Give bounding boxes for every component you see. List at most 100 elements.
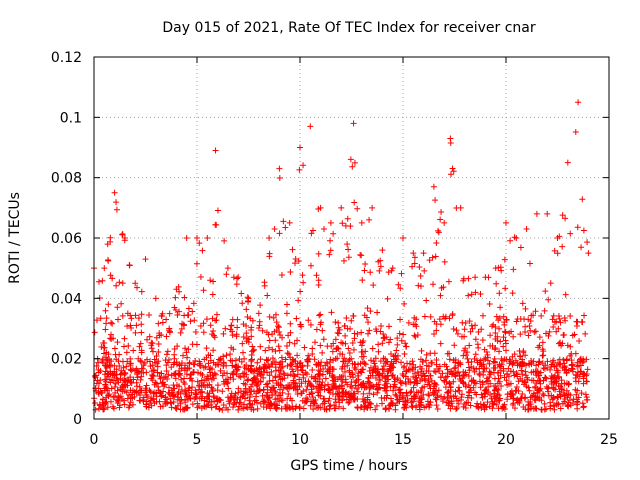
data-point [558,386,565,393]
data-point [477,384,484,391]
data-point [534,378,541,385]
data-point [562,395,569,402]
data-point [535,359,542,366]
data-point [564,402,571,409]
data-point [186,360,193,367]
data-point [255,388,262,395]
data-point [115,358,122,365]
data-point [551,247,558,254]
data-point [454,404,461,411]
data-point [542,288,549,295]
data-point [375,258,382,265]
data-point [284,350,291,357]
data-point [548,363,555,370]
data-point [326,395,333,402]
data-point [434,392,441,399]
data-point [248,363,255,370]
data-point [392,406,399,413]
data-point [496,397,503,404]
data-point [348,355,355,362]
data-point [533,372,540,379]
data-point [148,345,155,352]
data-point [128,315,135,322]
chart-title: Day 015 of 2021, Rate Of TEC Index for r… [162,20,536,36]
data-point [574,224,581,231]
data-point [501,256,508,263]
data-point [181,322,188,329]
data-point [402,343,409,350]
data-point [513,318,520,325]
data-point [205,360,212,367]
data-point [152,295,159,302]
data-point [457,204,464,211]
data-point [565,391,572,398]
data-point [491,398,498,405]
data-point [473,391,480,398]
data-point [124,378,131,385]
data-point [491,355,498,362]
data-point [486,360,493,367]
data-point [113,282,120,289]
data-point [523,225,530,232]
data-point [455,384,462,391]
data-point [526,361,533,368]
data-point [142,256,149,263]
data-point [168,404,175,411]
data-point [115,316,122,323]
data-point [563,387,570,394]
data-point [240,392,247,399]
data-point [342,222,349,229]
data-point [193,391,200,398]
data-point [263,329,270,336]
data-point [145,404,152,411]
data-point [410,361,417,368]
data-point [517,244,524,251]
data-point [147,388,154,395]
data-point [138,311,145,318]
data-point [354,404,361,411]
data-point [449,165,456,172]
data-point [503,317,510,324]
data-point [273,327,280,334]
data-point [103,320,110,327]
data-point [123,363,130,370]
data-point [397,285,404,292]
data-point [320,336,327,343]
x-tick-label: 15 [394,432,412,448]
data-point [269,355,276,362]
data-point [149,340,156,347]
data-point [387,336,394,343]
data-point [200,287,207,294]
data-point [351,396,358,403]
data-point [562,366,569,373]
data-point [158,370,165,377]
data-point [544,358,551,365]
data-point [309,345,316,352]
data-point [210,347,217,354]
data-point [509,360,516,367]
data-point [366,327,373,334]
data-point [428,359,435,366]
data-point [418,396,425,403]
data-point [170,385,177,392]
data-point [554,375,561,382]
data-point [480,401,487,408]
data-point [196,240,203,247]
y-tick-label: 0.04 [51,291,82,307]
data-point [268,368,275,375]
data-point [107,379,114,386]
data-point [306,355,313,362]
data-point [108,319,115,326]
data-point [294,352,301,359]
data-point [472,289,479,296]
data-point [280,218,287,225]
data-point [480,371,487,378]
data-point [345,246,352,253]
data-point [99,277,106,284]
data-point [253,382,260,389]
data-point [248,324,255,331]
data-point [465,292,472,299]
data-point [158,393,165,400]
data-point [185,346,192,353]
data-point [521,395,528,402]
